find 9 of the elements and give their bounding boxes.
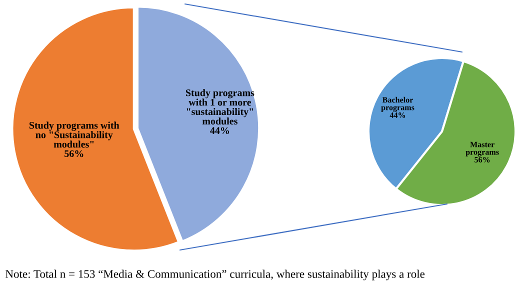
slice-label: Bachelor programs [381,96,414,112]
slice-label: Master programs [466,142,499,156]
data-label: 44% [390,112,406,118]
slice-label: Study programs with 1 or more "sustainability" modules [186,89,254,125]
data-label: 56% [474,156,490,162]
text: Note: Total n = 153 “Media & Communication” curricula, where sustainability plays a role [6,270,425,280]
data-label: 56% [64,150,84,158]
slice-label: Study programs with no "Sustainability modules" [29,122,120,148]
data-label: 44% [210,127,230,134]
